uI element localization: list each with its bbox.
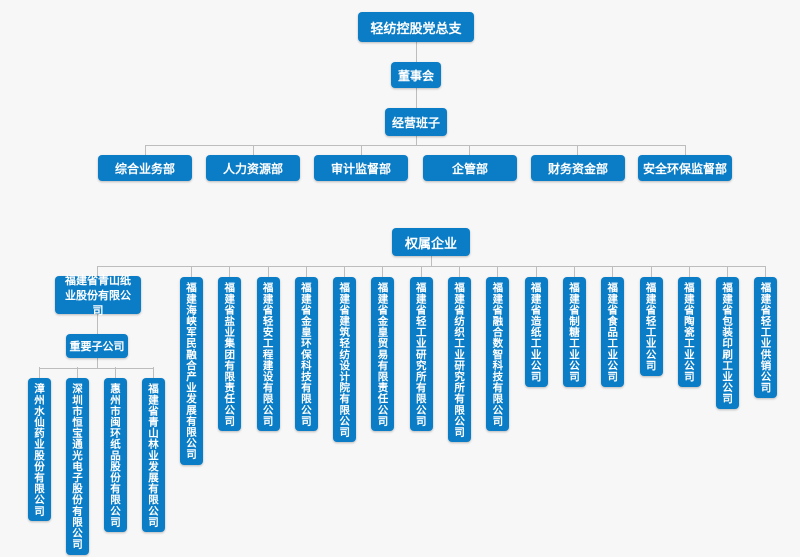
affiliate-company[interactable]: 福建省造纸工业公司: [524, 266, 548, 387]
affiliate-company[interactable]: 福建省纺织工业研究所有限公司: [448, 265, 472, 443]
connector: [145, 145, 146, 155]
subsidiary-minhuan[interactable]: 惠州市闽环纸品股份有限公司: [104, 366, 127, 533]
connector: [431, 256, 432, 266]
connector: [469, 145, 470, 155]
affiliate-company[interactable]: 福建海峡军民融合产业发展有限公司: [180, 266, 203, 465]
connector: [145, 145, 685, 146]
connector: [253, 145, 254, 155]
connector: [39, 368, 154, 369]
connector: [577, 145, 578, 155]
affiliate-company[interactable]: 福建省包装印刷工业公司: [716, 265, 740, 410]
affiliate-company[interactable]: 福建省陶瓷工业公司: [677, 266, 701, 387]
connector: [97, 266, 98, 276]
connector: [97, 314, 98, 334]
subsidiary-hengbaotong[interactable]: 深圳市恒宝通光电子股份有限公司: [66, 367, 89, 555]
affiliate-company[interactable]: 福建省制糖工业公司: [562, 266, 586, 387]
connector: [97, 358, 98, 368]
affiliate-company[interactable]: 福建省轻工业研究所有限公司: [409, 265, 433, 432]
connector: [97, 266, 766, 267]
key-subsidiaries-node[interactable]: 重要子公司: [66, 334, 128, 358]
affiliate-company-row: 福建海峡军民融合产业发展有限公司 福建省盐业集团有限责任公司 福建省轻安工程建设…: [180, 265, 778, 465]
dept-finance[interactable]: 财务资金部: [531, 155, 625, 181]
qingshan-paper-node[interactable]: 福建省青山纸业股份有限公司: [55, 274, 141, 317]
affiliate-company[interactable]: 福建省金皇环保科技有限公司: [294, 265, 318, 432]
affiliate-company[interactable]: 福建省轻安工程建设有限公司: [256, 265, 280, 432]
dept-safety-environment[interactable]: 安全环保监督部: [638, 155, 732, 181]
affiliate-company[interactable]: 福建省融合数智科技有限公司: [486, 265, 510, 432]
affiliate-company[interactable]: 福建省盐业集团有限责任公司: [218, 265, 242, 432]
connector: [416, 136, 417, 146]
affiliate-company[interactable]: 福建省建筑轻纺设计院有限公司: [333, 265, 357, 443]
affiliates-node[interactable]: 权属企业: [392, 228, 470, 256]
dept-enterprise-management[interactable]: 企管部: [423, 155, 517, 181]
affiliate-company[interactable]: 福建省食品工业公司: [601, 266, 625, 387]
connector: [685, 145, 686, 155]
connector: [361, 145, 362, 155]
affiliate-company[interactable]: 福建省轻工业公司: [639, 266, 663, 376]
affiliate-company[interactable]: 福建省金皇贸易有限责任公司: [371, 265, 395, 432]
dept-general-affairs[interactable]: 综合业务部: [98, 155, 192, 181]
management-node[interactable]: 经营班子: [385, 108, 447, 136]
dept-audit[interactable]: 审计监督部: [314, 155, 408, 181]
board-node[interactable]: 董事会: [391, 62, 441, 88]
subsidiary-qingshan-forestry[interactable]: 福建省青山林业发展有限公司: [142, 366, 165, 533]
dept-human-resources[interactable]: 人力资源部: [206, 155, 300, 181]
party-branch-node[interactable]: 轻纺控股党总支: [358, 12, 474, 42]
subsidiary-shuixian[interactable]: 漳州水仙药业股份有限公司: [28, 366, 51, 522]
affiliate-company[interactable]: 福建省轻工业供销公司: [754, 266, 778, 398]
